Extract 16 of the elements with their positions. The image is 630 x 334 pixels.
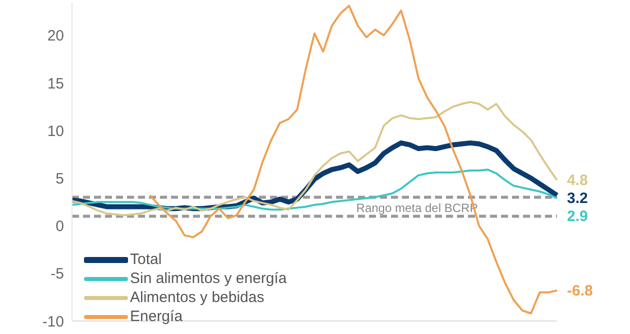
y-tick-label: 5 <box>56 170 64 188</box>
data-label: 2.9 <box>567 208 588 226</box>
line-series <box>71 100 558 216</box>
data-label: -6.8 <box>567 282 593 300</box>
y-tick-label: 0 <box>56 218 64 236</box>
data-label: 4.8 <box>567 172 588 190</box>
legend-label: Total <box>130 250 162 269</box>
y-tick-label: 20 <box>47 28 64 45</box>
legend-label: Energía <box>130 307 183 326</box>
y-tick-label: -10 <box>42 313 64 330</box>
data-label: 3.2 <box>567 190 588 208</box>
legend-label: Sin alimentos y energía <box>130 269 287 288</box>
legend-label: Alimentos y bebidas <box>130 288 264 307</box>
y-tick-label: 15 <box>47 75 64 92</box>
y-tick-label: 10 <box>47 122 64 140</box>
y-tick-label: -5 <box>50 266 64 283</box>
